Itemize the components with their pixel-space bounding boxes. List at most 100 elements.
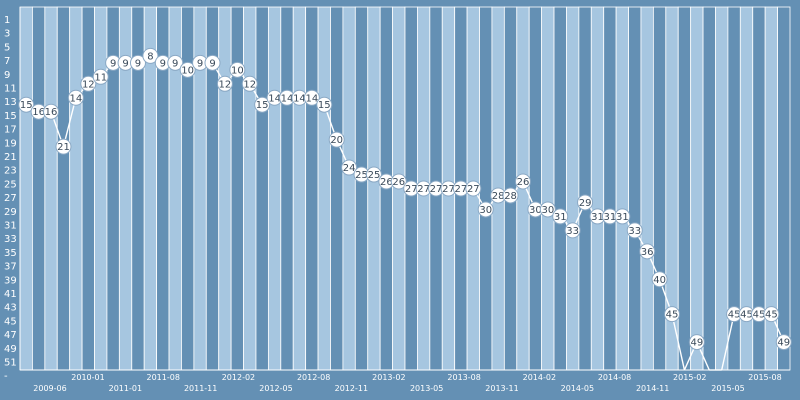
- data-label: 10: [181, 65, 194, 76]
- x-tick-label-upper: 2013-08: [447, 373, 480, 382]
- column-band: [578, 6, 592, 371]
- column-band: [367, 6, 381, 371]
- x-tick-label-lower: 2013-05: [410, 384, 443, 393]
- column-band: [330, 6, 344, 371]
- data-label: 33: [628, 226, 641, 237]
- column-band: [56, 6, 71, 371]
- data-label: 14: [268, 93, 281, 104]
- data-point: [328, 131, 345, 148]
- column-band: [590, 6, 605, 371]
- data-label: 15: [318, 100, 331, 111]
- y-tick-label: 23: [4, 166, 17, 177]
- data-label: 25: [368, 170, 381, 181]
- y-tick-label: 39: [4, 275, 17, 286]
- data-point: [67, 89, 84, 106]
- x-tick-label-upper: 2012-08: [297, 373, 330, 382]
- data-label: 15: [256, 100, 269, 111]
- data-label: 20: [330, 135, 343, 146]
- data-label: 16: [45, 107, 58, 118]
- column-band: [690, 6, 704, 371]
- data-label: 29: [579, 198, 592, 209]
- data-point: [539, 201, 556, 218]
- data-label: 12: [243, 79, 256, 90]
- column-band: [243, 6, 257, 371]
- data-label: 27: [430, 184, 443, 195]
- data-label: 28: [492, 191, 505, 202]
- y-tick-label: 5: [4, 42, 10, 53]
- column-band: [181, 6, 195, 371]
- data-label: 30: [479, 205, 492, 216]
- data-label: 49: [777, 338, 790, 349]
- column-band: [218, 6, 232, 371]
- y-tick-label: 17: [4, 125, 17, 136]
- data-point: [129, 54, 146, 71]
- y-tick-label: 33: [4, 234, 17, 245]
- data-label: 25: [355, 170, 368, 181]
- data-label: 9: [209, 58, 215, 69]
- data-label: 10: [231, 65, 244, 76]
- y-tick-label: 25: [4, 179, 17, 190]
- data-label: 14: [305, 93, 318, 104]
- data-label: 30: [541, 205, 554, 216]
- data-point: [514, 173, 531, 190]
- y-tick-label: 29: [4, 207, 17, 218]
- data-label: 31: [554, 212, 567, 223]
- column-band: [628, 6, 642, 371]
- x-tick-label-upper: 2015-08: [748, 373, 781, 382]
- data-point: [55, 138, 72, 155]
- column-band: [652, 6, 667, 371]
- x-tick-label-lower: 2011-11: [184, 384, 217, 393]
- column-band: [541, 6, 555, 371]
- column-band: [305, 6, 319, 371]
- column-band: [777, 6, 791, 371]
- column-band: [280, 6, 294, 371]
- data-label: 15: [20, 100, 33, 111]
- column-band: [603, 6, 617, 371]
- data-point: [316, 96, 333, 113]
- x-tick-label-lower: 2015-05: [711, 384, 744, 393]
- column-band: [342, 6, 356, 371]
- data-label: 26: [392, 177, 405, 188]
- data-point: [502, 187, 519, 204]
- data-label: 31: [616, 212, 629, 223]
- y-tick-label: 51: [4, 357, 17, 368]
- data-point: [167, 54, 184, 71]
- data-label: 45: [728, 310, 741, 321]
- x-tick-label-lower: 2012-11: [335, 384, 368, 393]
- data-label: 45: [753, 310, 766, 321]
- data-point: [651, 271, 668, 288]
- data-point: [241, 75, 258, 92]
- data-point: [465, 180, 482, 197]
- data-label: 26: [517, 177, 530, 188]
- column-band: [230, 6, 244, 371]
- data-point: [229, 61, 246, 78]
- data-label: 27: [467, 184, 480, 195]
- data-label: 36: [641, 247, 654, 258]
- data-point: [477, 201, 494, 218]
- x-tick-label-upper: 2011-08: [147, 373, 180, 382]
- x-tick-label-lower: 2012-05: [259, 384, 292, 393]
- data-point: [18, 96, 35, 113]
- y-axis-ticks: 1357911131517192123252729313335373941434…: [4, 15, 17, 382]
- data-point: [775, 334, 792, 351]
- data-point: [365, 166, 382, 183]
- data-point: [639, 243, 656, 260]
- column-band: [354, 6, 369, 371]
- x-axis-ticks: 2010-01 2011-08 2012-02 2012-08 2013-02 2013-…: [33, 373, 781, 393]
- data-label: 31: [604, 212, 617, 223]
- data-label: 45: [666, 310, 679, 321]
- data-point: [254, 96, 271, 113]
- data-point: [688, 334, 705, 351]
- column-band: [69, 6, 83, 371]
- data-label: 27: [455, 184, 468, 195]
- data-label: 9: [122, 58, 128, 69]
- column-band: [94, 6, 108, 371]
- data-label: 31: [591, 212, 604, 223]
- y-tick-label: 37: [4, 262, 17, 273]
- data-label: 8: [147, 51, 153, 62]
- column-band: [528, 6, 543, 371]
- data-label: 9: [135, 58, 141, 69]
- data-label: 27: [405, 184, 418, 195]
- y-tick-label: 31: [4, 220, 17, 231]
